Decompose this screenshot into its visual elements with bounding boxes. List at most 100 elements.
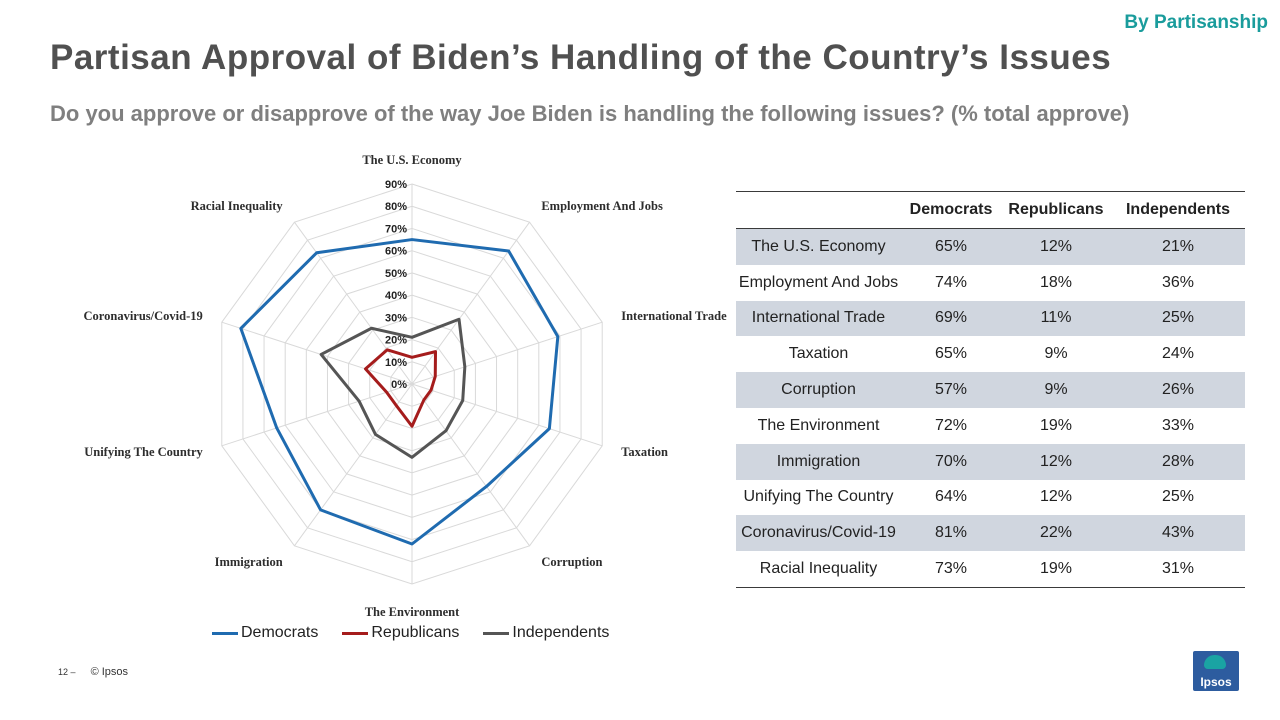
approval-table: Democrats Republicans Independents The U… — [736, 191, 1245, 588]
axis-label: The U.S. Economy — [362, 153, 462, 167]
copyright: © Ipsos — [90, 666, 129, 678]
data-point-republicans — [434, 375, 436, 377]
table-cell-issue: Unifying The Country — [743, 488, 894, 506]
data-point-independents — [458, 318, 460, 320]
table-cell-issue: The U.S. Economy — [736, 228, 901, 265]
table-row: Employment And Jobs 74% 18% 36% — [736, 265, 1245, 301]
radar-spoke — [411, 321, 603, 385]
radial-tick-label: 20% — [385, 335, 407, 347]
page-number: 12 – — [58, 667, 76, 677]
table-cell-independents: 36% — [1161, 273, 1195, 291]
legend-item-republicans: Republicans — [342, 624, 459, 642]
table-row: Immigration 70% 12% 28% — [736, 443, 1245, 480]
series-line-democrats — [239, 238, 560, 546]
legend-swatch-republicans — [342, 631, 369, 635]
radar-spoke — [294, 221, 413, 385]
legend-label-independents: Independents — [512, 624, 610, 641]
table-cell-democrats: 72% — [934, 416, 968, 434]
data-point-republicans — [386, 391, 388, 393]
data-point-democrats — [411, 239, 413, 241]
table-cell-democrats: 65% — [901, 228, 1001, 265]
table-row: Racial Inequality 73% 19% 31% — [736, 551, 1245, 587]
radial-tick-label: 80% — [385, 201, 407, 213]
table-cell-independents: 43% — [1111, 515, 1245, 552]
section-tag: By Partisanship — [1124, 12, 1268, 33]
radial-tick-label: 60% — [385, 246, 407, 258]
table-cell-democrats: 70% — [901, 443, 1001, 480]
table-cell-independents: 28% — [1111, 443, 1245, 480]
table-cell-issue: International Trade — [736, 300, 901, 337]
axis-label: Employment And Jobs — [541, 199, 663, 213]
table-cell-democrats: 65% — [934, 345, 968, 363]
table-header-row: Democrats Republicans Independents — [736, 191, 1245, 229]
data-point-republicans — [430, 389, 432, 391]
radial-tick-label: 50% — [385, 268, 407, 280]
table-cell-issue: Corruption — [736, 372, 901, 408]
table-cell-republicans: 22% — [1001, 515, 1111, 552]
table-cell-issue: Coronavirus/Covid-19 — [736, 515, 901, 552]
table-cell-independents: 25% — [1111, 300, 1245, 337]
table-cell-republicans: 12% — [1001, 443, 1111, 480]
table-row: International Trade 69% 11% 25% — [736, 300, 1245, 337]
axis-label: Unifying The Country — [84, 445, 203, 459]
radial-tick-label: 70% — [385, 223, 407, 235]
radial-tick-label: 30% — [385, 312, 407, 324]
table-cell-republicans: 18% — [1039, 273, 1073, 291]
table-cell-democrats: 57% — [901, 372, 1001, 408]
radar-chart: 0% 10% 20% 30% 40% 50% 60% 70% 80% 90% The U.S. E… — [84, 153, 728, 619]
legend-swatch-independents — [483, 631, 510, 635]
table-cell-republicans: 12% — [1001, 228, 1111, 265]
radar-spoke — [221, 321, 413, 385]
page-title: Partisan Approval of Biden’s Handling of… — [50, 38, 1112, 77]
table-row: Corruption 57% 9% 26% — [736, 372, 1245, 408]
radial-tick-label: 40% — [385, 290, 407, 302]
radar-spoke — [411, 221, 530, 385]
data-point-independents — [374, 433, 376, 435]
table-cell-issue: Employment And Jobs — [738, 273, 899, 291]
table-header-democrats: Democrats — [901, 191, 1001, 229]
data-point-republicans — [435, 351, 437, 353]
logo-text: Ipsos — [1200, 675, 1232, 689]
data-point-democrats — [508, 250, 510, 252]
table-cell-republicans: 9% — [1001, 372, 1111, 408]
table-row: The U.S. Economy 65% 12% 21% — [736, 228, 1245, 265]
ipsos-logo: Ipsos — [1193, 651, 1239, 691]
table-cell-republicans: 19% — [1039, 560, 1073, 578]
table-row: Unifying The Country 64% 12% 25% — [736, 480, 1245, 516]
data-point-independents — [411, 456, 413, 458]
radar-ticks: 0% 10% 20% 30% 40% 50% 60% 70% 80% 90% — [385, 179, 407, 391]
data-point-independents — [462, 399, 464, 401]
data-point-independents — [464, 366, 466, 368]
radar-spoke — [294, 383, 413, 547]
data-point-democrats — [240, 327, 242, 329]
table-row: Taxation 65% 9% 24% — [736, 336, 1245, 372]
table-cell-republicans: 19% — [1039, 416, 1073, 434]
axis-label: Coronavirus/Covid-19 — [84, 309, 203, 323]
data-point-independents — [411, 336, 413, 338]
legend-swatch-democrats — [212, 631, 238, 635]
table-cell-independents: 33% — [1161, 416, 1195, 434]
table-cell-issue: Taxation — [788, 345, 849, 363]
logo-arc-icon — [1204, 655, 1226, 669]
axis-label: International Trade — [621, 309, 727, 323]
data-point-republicans — [395, 405, 397, 407]
table-cell-republicans: 11% — [1001, 300, 1111, 337]
table-cell-issue: Racial Inequality — [759, 560, 878, 578]
table-cell-democrats: 81% — [901, 515, 1001, 552]
radar-spoke — [221, 383, 413, 447]
data-point-democrats — [548, 428, 550, 430]
data-point-republicans — [365, 368, 367, 370]
data-point-independents — [445, 430, 447, 432]
table-cell-independents: 31% — [1161, 560, 1195, 578]
data-point-republicans — [386, 349, 388, 351]
legend-item-independents: Independents — [483, 624, 609, 642]
table-cell-democrats: 73% — [934, 560, 968, 578]
radar-grid — [221, 183, 603, 585]
radial-tick-label: 90% — [385, 179, 407, 191]
axis-label: Corruption — [541, 555, 602, 569]
legend-label-republicans: Republicans — [371, 624, 460, 641]
page-subtitle: Do you approve or disapprove of the way … — [50, 101, 1130, 126]
data-point-independents — [358, 400, 360, 402]
axis-label: Taxation — [621, 445, 668, 459]
table-header-issue — [736, 191, 901, 229]
